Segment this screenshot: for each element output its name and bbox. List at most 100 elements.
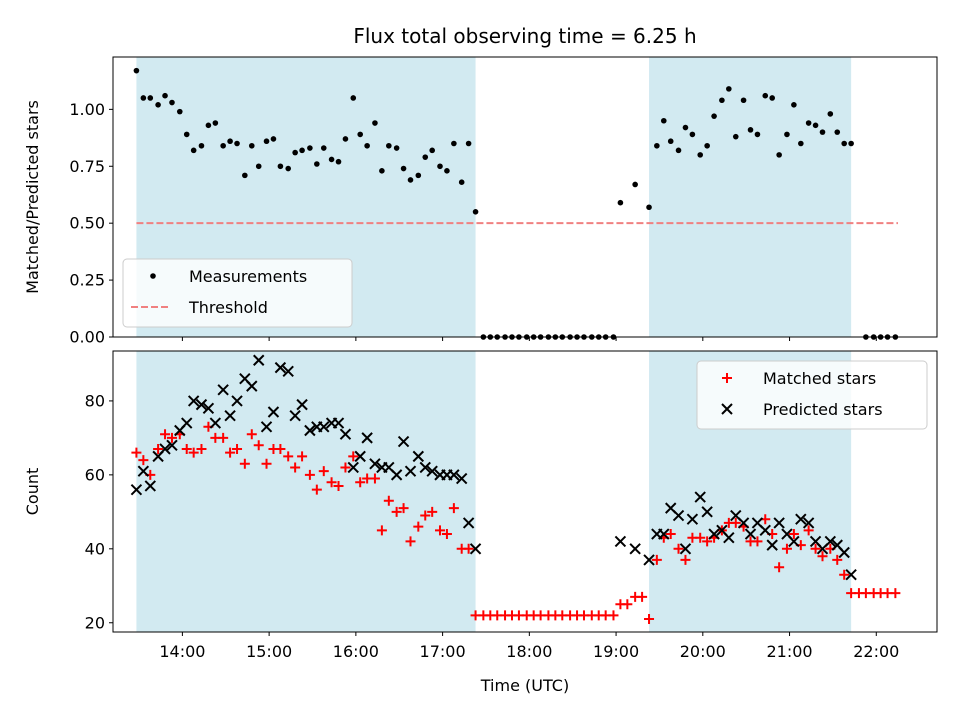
point-p0-s0-34 bbox=[379, 168, 385, 174]
point-p1-s1-39 bbox=[412, 450, 425, 463]
legend-label: Matched stars bbox=[763, 369, 876, 388]
point-p1-s0-89 bbox=[774, 562, 785, 573]
point-p1-s0-44 bbox=[448, 503, 459, 514]
y-tick-label: 1.00 bbox=[69, 100, 105, 119]
legend-box bbox=[122, 258, 353, 328]
point-p0-s0-81 bbox=[732, 133, 739, 140]
point-p1-s1-7 bbox=[181, 417, 193, 429]
point-p1-s1-21 bbox=[282, 365, 294, 378]
point-p1-s0-68 bbox=[622, 599, 633, 610]
point-p0-s0-83 bbox=[747, 127, 754, 133]
point-p1-s0-15 bbox=[239, 458, 250, 469]
point-p1-s1-63 bbox=[737, 517, 750, 529]
point-p0-s0-19 bbox=[270, 136, 277, 142]
point-p1-s1-38 bbox=[404, 465, 417, 477]
point-p1-s1-75 bbox=[824, 535, 837, 548]
point-p1-s0-16 bbox=[246, 429, 257, 440]
point-p0-s0-87 bbox=[776, 152, 782, 158]
point-p1-s1-14 bbox=[231, 395, 243, 407]
point-p0-s0-8 bbox=[190, 147, 197, 154]
point-p0-s0-39 bbox=[415, 172, 422, 179]
point-p0-s0-12 bbox=[220, 142, 226, 149]
point-p1-s1-46 bbox=[462, 517, 475, 529]
point-p1-s1-32 bbox=[361, 432, 373, 444]
point-p1-s0-86 bbox=[752, 536, 763, 547]
point-p1-s0-27 bbox=[326, 477, 337, 488]
point-p0-s0-89 bbox=[791, 102, 797, 108]
point-p0-s0-92 bbox=[812, 122, 819, 129]
point-p0-s0-94 bbox=[827, 111, 834, 117]
point-p1-s1-10 bbox=[202, 402, 215, 415]
point-p1-s0-14 bbox=[232, 443, 243, 454]
point-p0-s0-6 bbox=[176, 108, 183, 115]
point-p1-s0-4 bbox=[160, 429, 171, 440]
legend-1: Matched stars Predicted stars bbox=[696, 360, 928, 430]
point-p1-s0-39 bbox=[413, 521, 424, 532]
point-p1-s1-22 bbox=[289, 409, 301, 422]
x-tick-label: 14:00 bbox=[159, 642, 205, 661]
point-p0-s0-76 bbox=[697, 152, 704, 158]
y-tick-label: 20 bbox=[85, 613, 105, 632]
point-p0-s0-28 bbox=[335, 158, 342, 165]
point-p1-s1-13 bbox=[224, 409, 236, 422]
point-p0-s0-32 bbox=[364, 142, 370, 149]
point-p1-s1-36 bbox=[390, 469, 403, 481]
point-p0-s0-5 bbox=[169, 99, 175, 106]
point-p1-s0-43 bbox=[441, 529, 452, 540]
point-p1-s0-18 bbox=[261, 458, 272, 469]
point-p1-s1-33 bbox=[369, 458, 381, 470]
point-p1-s0-7 bbox=[181, 443, 192, 454]
point-p1-s0-90 bbox=[781, 543, 792, 554]
point-p1-s0-66 bbox=[608, 610, 619, 621]
point-p1-s1-41 bbox=[426, 465, 438, 477]
point-p1-s0-26 bbox=[318, 466, 329, 477]
point-p1-s0-42 bbox=[434, 525, 445, 536]
point-p0-s0-23 bbox=[299, 147, 305, 154]
point-p0-s0-86 bbox=[769, 95, 775, 101]
point-p0-s0-29 bbox=[342, 136, 349, 142]
point-p1-s1-19 bbox=[267, 406, 280, 418]
observing-window-1-0 bbox=[136, 351, 476, 632]
point-p1-s1-18 bbox=[260, 421, 273, 433]
count-panel: 20 40 60 80 14:00 15:00 16:00 17:00 18:00 19:00 20… bbox=[23, 350, 938, 661]
point-p0-s0-3 bbox=[155, 102, 161, 108]
x-tick-label: 17:00 bbox=[420, 642, 466, 661]
y-tick-label: 0.25 bbox=[69, 271, 105, 290]
point-p0-s0-43 bbox=[444, 168, 450, 174]
point-p1-s0-9 bbox=[196, 443, 207, 454]
y-tick-label: 0.00 bbox=[69, 328, 105, 347]
point-p0-s0-47 bbox=[472, 208, 479, 215]
point-p1-s1-1 bbox=[137, 465, 150, 477]
point-p1-s0-33 bbox=[369, 473, 380, 484]
point-p0-s0-27 bbox=[328, 156, 335, 163]
point-p1-s0-74 bbox=[665, 529, 676, 540]
point-p0-s0-40 bbox=[422, 154, 429, 160]
point-p1-s0-78 bbox=[695, 532, 706, 543]
point-p0-s0-96 bbox=[841, 140, 847, 147]
point-p1-s0-20 bbox=[275, 443, 286, 454]
y-axis-title: Matched/Predicted stars bbox=[23, 100, 42, 294]
point-p0-s0-17 bbox=[255, 163, 262, 170]
point-p1-s0-70 bbox=[637, 591, 648, 602]
point-p1-s0-22 bbox=[290, 462, 301, 473]
point-p1-s0-91 bbox=[788, 529, 799, 540]
point-p1-s1-8 bbox=[187, 395, 200, 407]
point-p0-s0-2 bbox=[147, 95, 154, 101]
point-p0-s0-77 bbox=[704, 142, 710, 149]
point-p1-s1-12 bbox=[217, 384, 229, 396]
point-p1-s1-52 bbox=[658, 528, 670, 540]
y-tick-label: 40 bbox=[85, 539, 105, 558]
point-p1-s1-45 bbox=[455, 472, 468, 485]
point-p1-s0-72 bbox=[651, 554, 662, 565]
point-p0-s0-24 bbox=[307, 145, 313, 151]
point-p0-s0-22 bbox=[292, 149, 298, 156]
point-p1-s1-5 bbox=[166, 439, 178, 451]
point-p0-s0-46 bbox=[465, 140, 472, 147]
chart-title: Flux total observing time = 6.25 h bbox=[353, 24, 696, 48]
point-p1-s1-0 bbox=[130, 483, 143, 496]
point-p0-s0-78 bbox=[711, 113, 717, 119]
point-p0-s0-7 bbox=[183, 131, 190, 138]
point-p1-s0-98 bbox=[839, 569, 850, 580]
point-p0-s0-9 bbox=[198, 142, 205, 149]
point-p1-s0-35 bbox=[383, 495, 394, 506]
